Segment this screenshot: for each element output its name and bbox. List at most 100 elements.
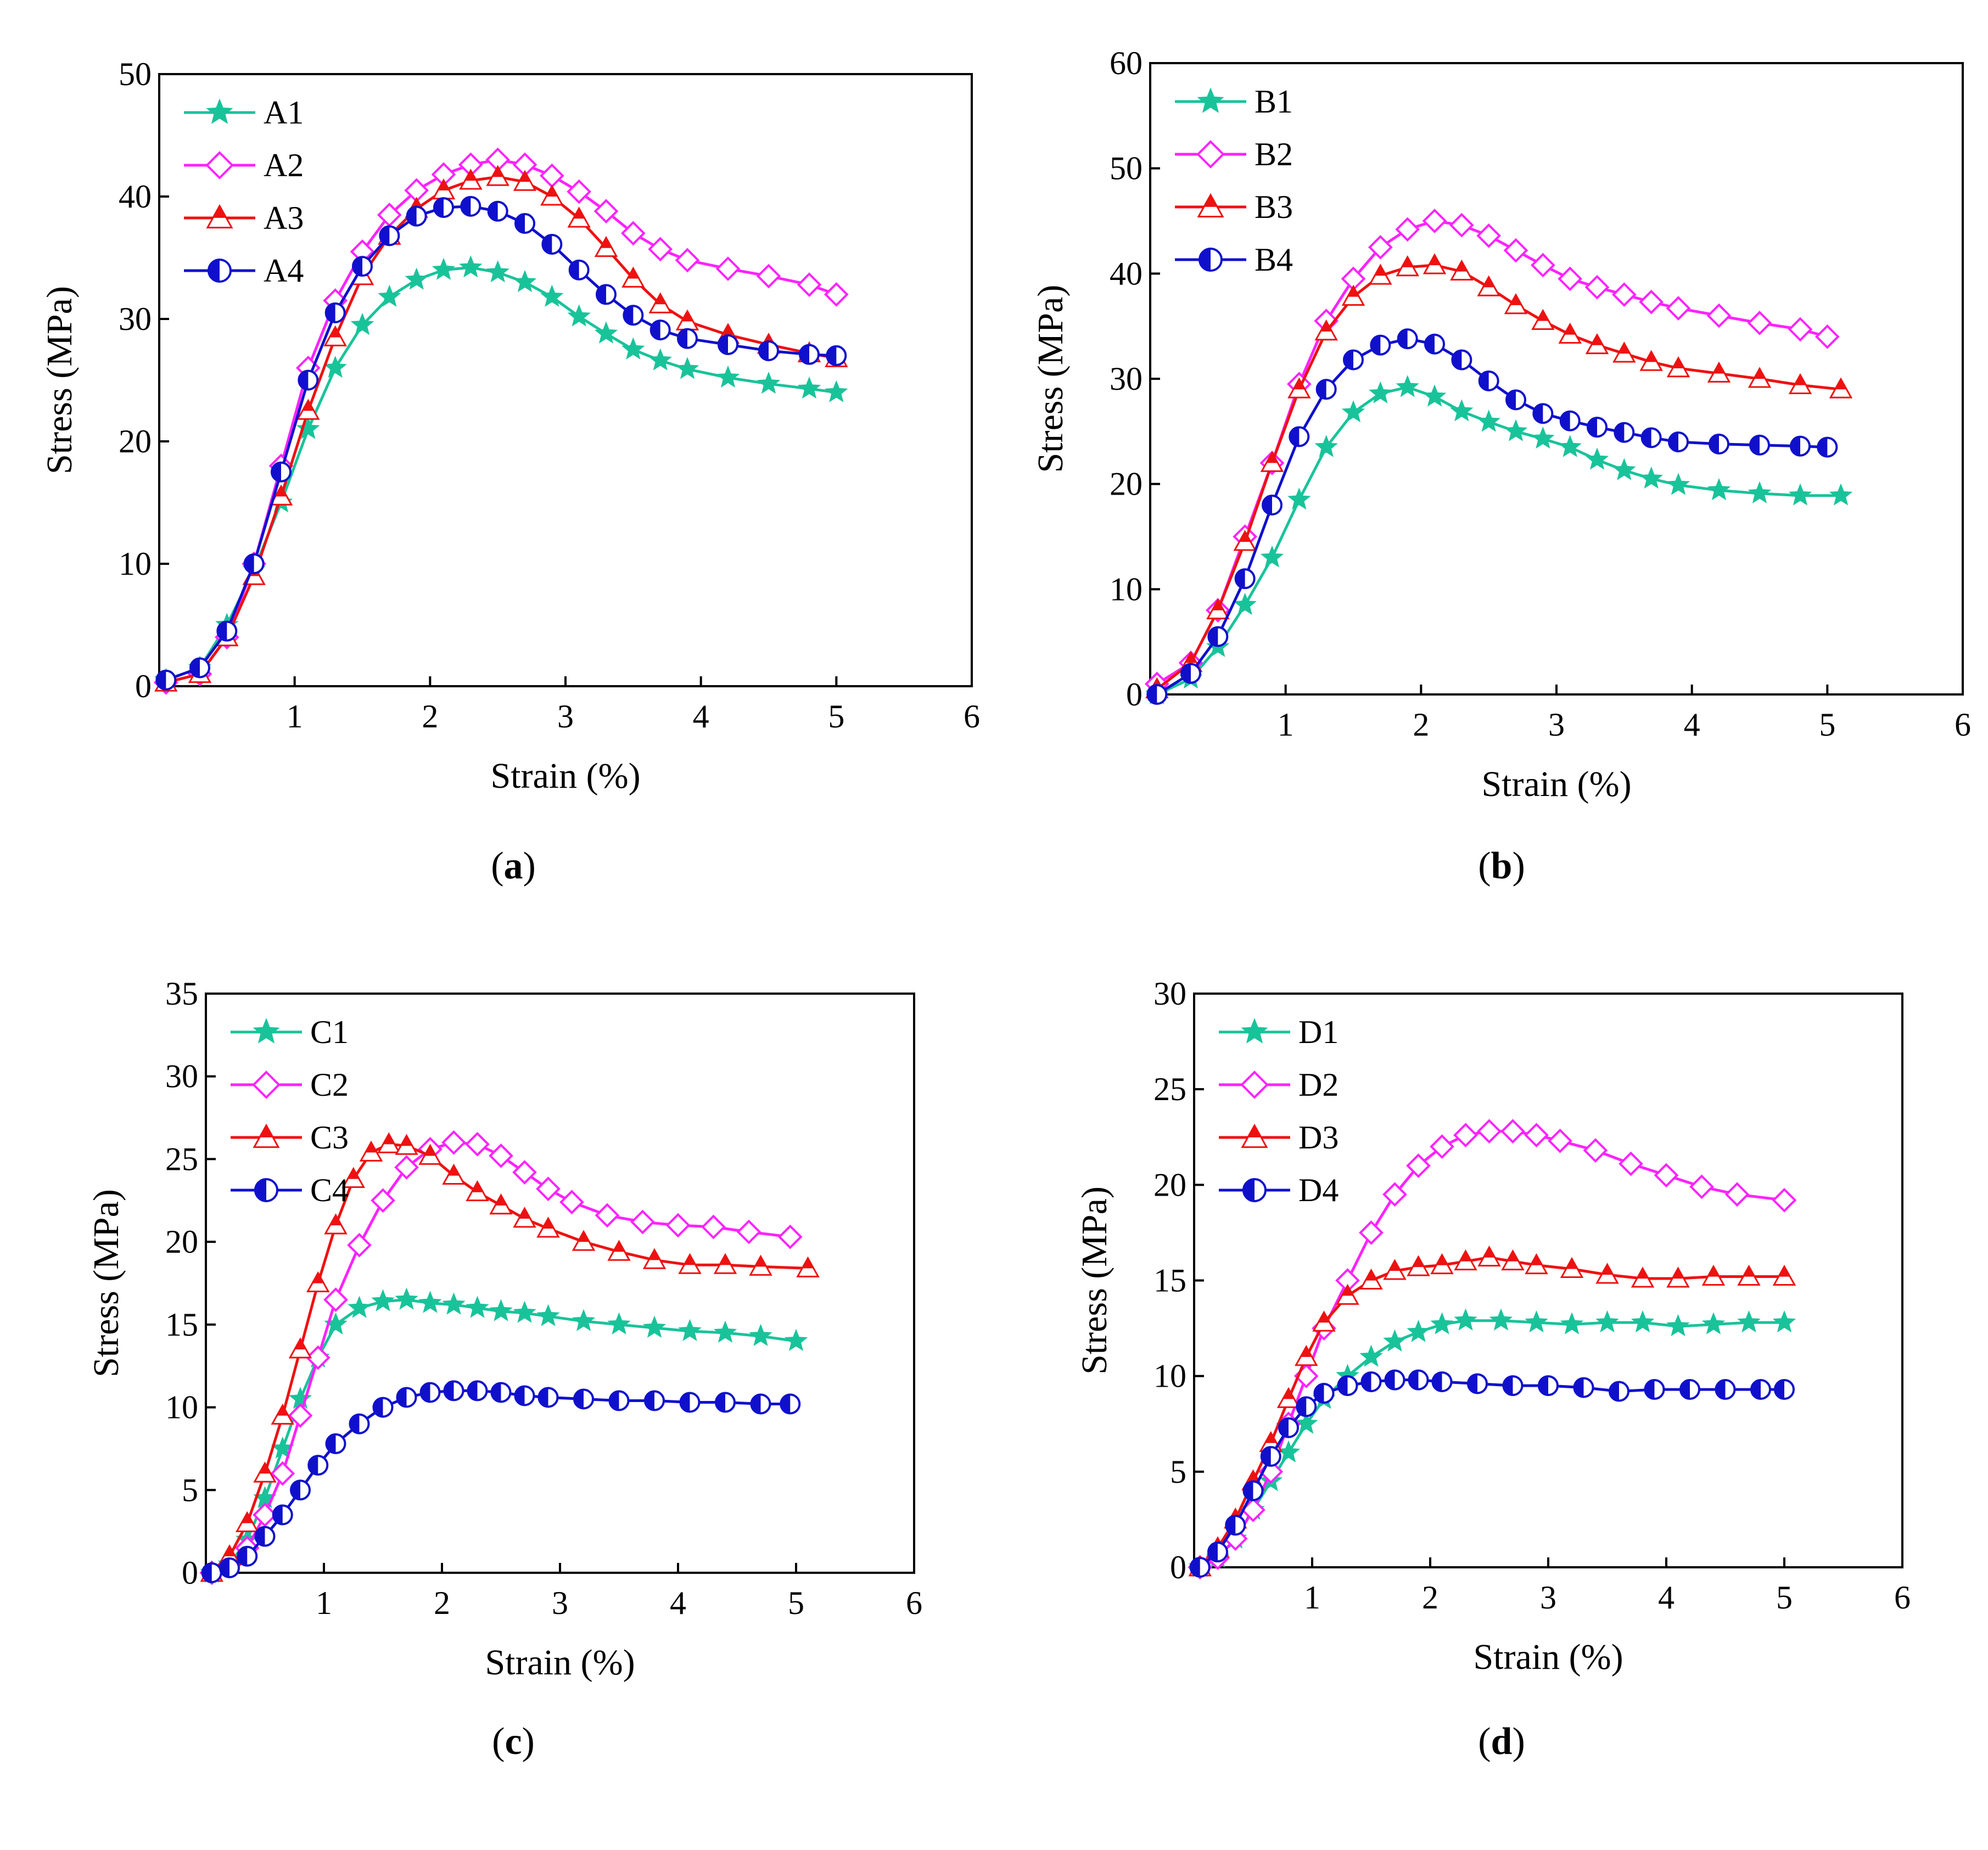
data-point-A3	[459, 169, 483, 190]
data-point-D3-fill	[1671, 1267, 1685, 1279]
data-point-A3-fill	[626, 267, 640, 279]
data-point-A4	[596, 284, 617, 305]
x-tick-label: 2	[1422, 1579, 1438, 1616]
data-point-A4-half	[217, 621, 227, 641]
data-point-B4-half	[1642, 428, 1651, 447]
chart-panel-a: 1 2 3 4 5 6 0 10 20 30 40 50 Strain (%) Stress (MPa) A…	[40, 56, 980, 887]
data-point-A2	[593, 199, 619, 224]
data-point-D4	[1431, 1371, 1453, 1393]
data-point-D4-half	[1362, 1372, 1371, 1392]
data-point-A3	[323, 325, 347, 346]
data-point-D4	[1337, 1375, 1358, 1397]
data-point-B1	[1504, 419, 1528, 441]
data-point-A2	[756, 264, 781, 289]
legend-marker-C2	[252, 1070, 281, 1099]
data-point-C3-fill	[447, 1164, 461, 1176]
data-point-C2	[347, 1232, 372, 1258]
series-A4	[155, 195, 847, 691]
data-point-B2	[1611, 282, 1637, 307]
data-point-B2	[1395, 217, 1420, 242]
y-tick-label: 0	[1170, 1549, 1186, 1585]
data-point-A1	[797, 376, 821, 399]
data-point-B4-half	[1791, 436, 1800, 456]
data-point-A4	[568, 259, 590, 281]
data-point-C3-fill	[311, 1271, 325, 1283]
data-point-C4-half	[751, 1394, 761, 1414]
data-point-D1	[1525, 1310, 1548, 1333]
data-point-B3	[1423, 253, 1447, 274]
data-point-D4-half	[1503, 1376, 1513, 1395]
data-point-D3	[1295, 1345, 1318, 1366]
data-point-C2	[465, 1131, 490, 1157]
data-point-D4	[1242, 1480, 1264, 1501]
data-point-D4	[1360, 1371, 1382, 1393]
data-point-C2	[305, 1345, 331, 1370]
series-A1	[154, 255, 848, 690]
data-point-B3-fill	[1536, 309, 1550, 321]
data-point-C3-fill	[329, 1214, 343, 1226]
panel-caption: (b)	[1478, 845, 1525, 887]
data-point-B3-fill	[1319, 320, 1333, 332]
data-point-B4	[1207, 626, 1229, 647]
panel-caption: (c)	[492, 1720, 535, 1763]
data-point-C1	[572, 1309, 596, 1331]
data-point-B1	[1585, 447, 1609, 470]
x-tick-label: 1	[316, 1585, 332, 1621]
series-line-C3	[211, 1142, 808, 1574]
y-tick-label: 20	[165, 1224, 198, 1260]
data-point-B1	[1287, 487, 1311, 510]
caption-letter: c	[505, 1720, 522, 1763]
data-point-D4-half	[1610, 1382, 1619, 1401]
y-axis-label: Stress (MPa)	[1074, 1186, 1115, 1375]
data-point-B4	[1749, 434, 1770, 456]
caption-paren-close: )	[523, 845, 536, 887]
y-tick-label: 15	[165, 1307, 198, 1343]
data-point-D4	[1260, 1445, 1281, 1467]
data-point-C1	[348, 1296, 371, 1318]
data-point-B1	[1477, 410, 1500, 432]
data-point-A4	[514, 213, 535, 234]
data-point-D4	[1467, 1373, 1488, 1394]
data-point-A2	[648, 237, 673, 262]
data-point-D3-fill	[1412, 1255, 1425, 1268]
data-point-C3-fill	[423, 1144, 437, 1156]
data-point-C3-fill	[346, 1167, 360, 1179]
data-point-B2	[1476, 223, 1502, 248]
data-point-D2	[1406, 1153, 1431, 1178]
caption-paren-open: (	[491, 845, 503, 887]
data-point-B3-fill	[1374, 264, 1387, 276]
legend-marker-A4-half	[209, 260, 220, 282]
data-point-D3	[1407, 1255, 1430, 1276]
data-point-B2	[1558, 266, 1583, 291]
legend-marker-D4	[1242, 1178, 1267, 1202]
series-D4	[1189, 1369, 1795, 1578]
data-point-A4	[677, 328, 698, 349]
x-axis-label: Strain (%)	[490, 756, 640, 796]
data-point-C3	[489, 1193, 513, 1215]
data-point-A4-half	[434, 198, 444, 217]
data-point-A4-half	[516, 214, 525, 233]
series-A3	[154, 165, 848, 692]
data-point-B4-half	[1750, 435, 1760, 455]
data-point-D1	[1454, 1308, 1477, 1331]
y-tick-label: 10	[165, 1389, 198, 1426]
data-point-B4-half	[1208, 627, 1218, 646]
data-point-C3	[341, 1167, 365, 1189]
y-tick-label: 0	[1126, 676, 1143, 713]
data-point-C4	[254, 1526, 276, 1547]
data-point-A1	[459, 255, 483, 278]
data-point-D3-fill	[1506, 1249, 1520, 1262]
data-point-B4-half	[1818, 438, 1828, 457]
data-point-A1	[716, 365, 740, 388]
data-point-D1	[1359, 1344, 1383, 1367]
data-point-B4	[1146, 684, 1168, 705]
data-point-C2	[736, 1219, 761, 1244]
data-point-B1	[1423, 384, 1447, 407]
series-line-A2	[165, 158, 837, 684]
x-tick-label: 5	[788, 1585, 804, 1621]
data-point-B4	[1817, 436, 1838, 458]
chart-panel-d: 1 2 3 4 5 6 0 5 10 15 20 25 30 Strain (%) Stress (MPa)…	[1074, 976, 1911, 1763]
data-point-A4	[243, 553, 265, 574]
data-point-A1	[648, 348, 672, 371]
data-point-C4-half	[781, 1394, 791, 1414]
